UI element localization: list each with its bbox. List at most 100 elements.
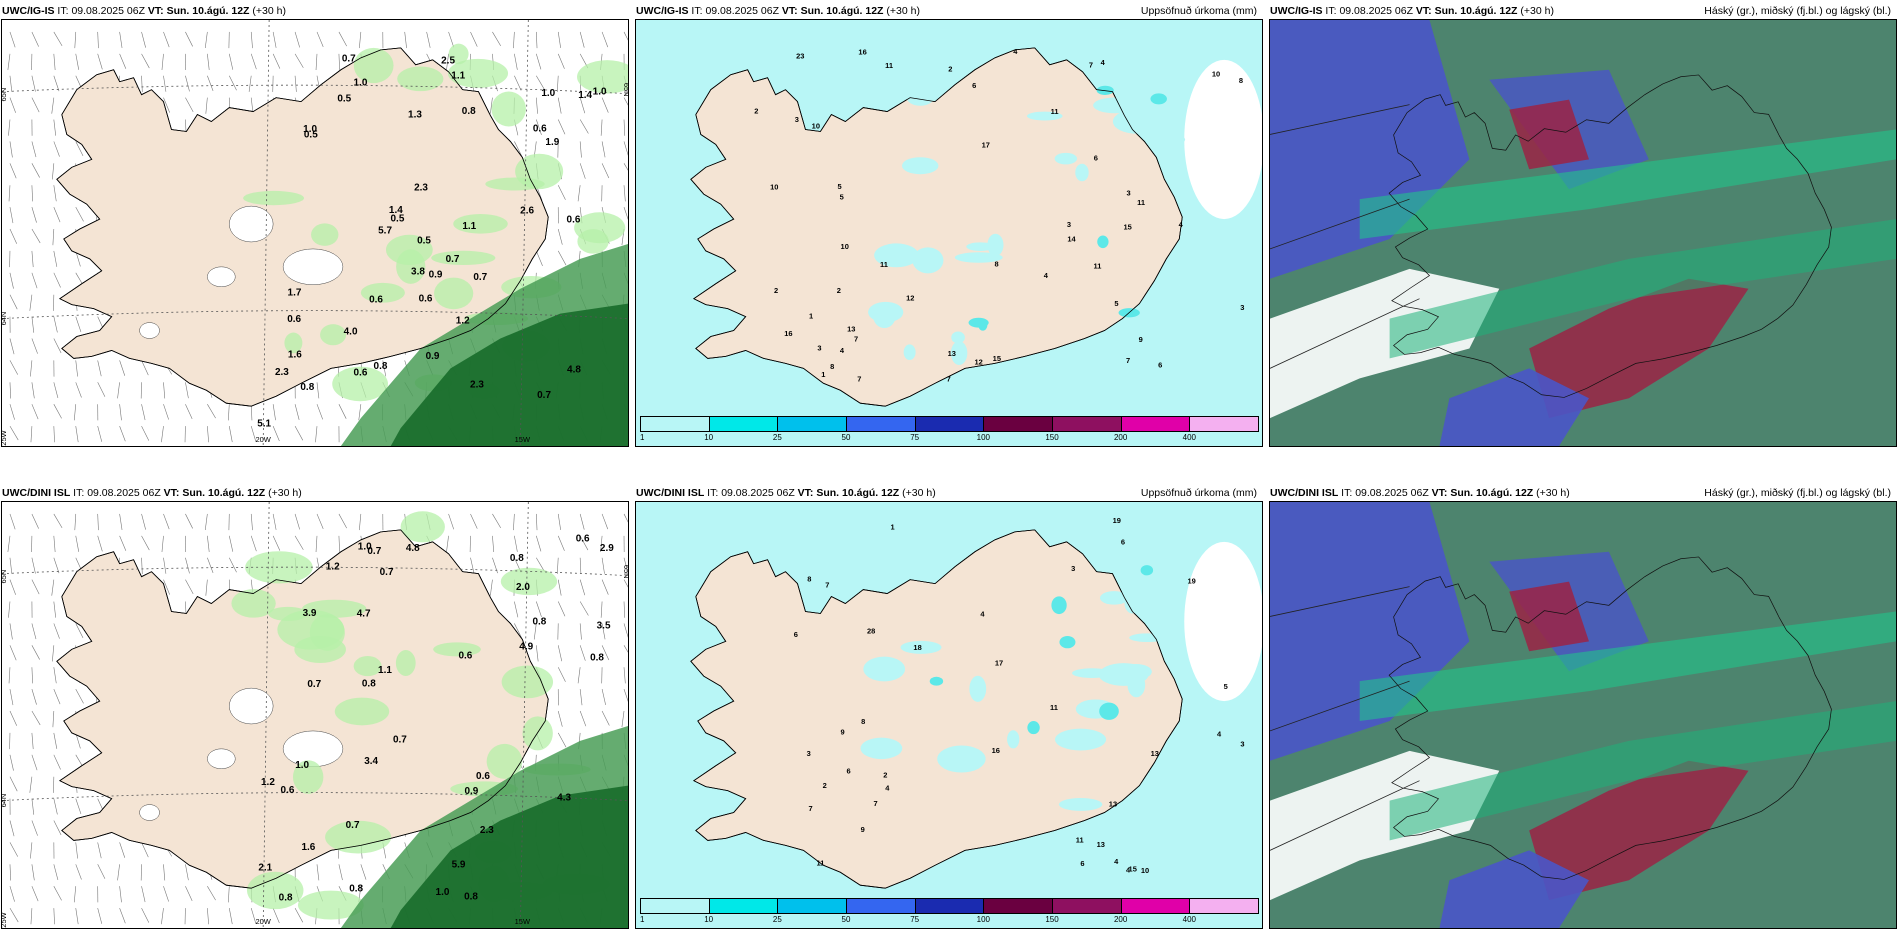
wind-barb <box>492 535 495 553</box>
precip-value-label: 4.7 <box>357 609 371 620</box>
wind-barb <box>7 53 11 70</box>
map-frame: 65N 64N 25W 65N 20W 15W 0.5 0.6 0.5 0.7 0.6 0.5 1.1 0… <box>1 19 629 447</box>
colorbar-tick-label: 10 <box>704 915 714 924</box>
precip-value-label: 0.6 <box>369 294 383 305</box>
wind-barb <box>623 667 626 684</box>
wind-barb <box>119 513 123 531</box>
wind-barb <box>207 535 210 552</box>
longitude-line <box>262 502 270 928</box>
precip-value-label: 2 <box>774 286 778 295</box>
wind-barb <box>97 908 103 924</box>
wind-barb <box>31 798 35 815</box>
wind-barb <box>75 864 82 880</box>
precip-value-label: 7 <box>1089 60 1093 69</box>
precip-patch <box>950 341 968 366</box>
precip-value-label: 6 <box>972 81 976 90</box>
precip-value-label: 9 <box>861 825 865 834</box>
precip-value-label: 1.3 <box>408 110 422 121</box>
precip-value-label: 3 <box>795 115 799 124</box>
wind-barb <box>185 886 193 902</box>
wind-barb <box>9 382 12 399</box>
precip-value-label: 7 <box>1126 356 1130 365</box>
precip-patch <box>297 890 364 920</box>
wind-barb <box>31 667 33 684</box>
wind-barb <box>338 31 347 47</box>
colorbar: 1 10 25 50 75 100 150 200 400 <box>640 416 1259 442</box>
precip-value-label: 8 <box>861 717 865 726</box>
precip-patch <box>294 635 346 663</box>
valid-time-label: VT: <box>1431 487 1448 499</box>
wind-barb <box>600 601 603 618</box>
wind-barb <box>557 97 562 114</box>
valid-time-label: VT: <box>797 487 814 499</box>
wind-barb <box>9 710 18 726</box>
valid-time-value: Sun. 10.ágú. 12Z <box>1450 487 1534 499</box>
wind-barb <box>294 53 304 68</box>
colorbar-tick-label: 1 <box>640 915 645 924</box>
wind-barb <box>141 425 150 441</box>
colorbar-swatch <box>777 898 847 914</box>
precip-value-label: 14 <box>1067 235 1076 244</box>
precip-value-label: 4 <box>1013 47 1018 56</box>
wind-barb <box>9 360 19 375</box>
precip-value-label: 5.1 <box>257 418 271 429</box>
wind-barb <box>514 53 518 70</box>
precip-value-label: 1.6 <box>301 842 315 853</box>
precip-patch <box>1140 565 1154 576</box>
wind-barb <box>207 404 216 419</box>
wind-barb <box>53 360 55 377</box>
precip-value-label: 1.0 <box>541 88 555 99</box>
wind-barb <box>294 404 300 420</box>
wind-barb <box>9 31 16 48</box>
precip-value-label: 0.7 <box>393 734 407 745</box>
model-label: UWC/IG-IS <box>636 5 689 17</box>
precip-value-label: 0.6 <box>354 368 368 379</box>
colorbar-tick-label: 150 <box>1045 433 1059 442</box>
wind-barb <box>536 119 542 135</box>
wind-barb <box>9 754 14 771</box>
precip-patch <box>969 675 987 702</box>
low-cloud-field <box>1509 99 1589 170</box>
precip-value-label: 0.9 <box>464 786 478 797</box>
precip-value-label: 15 <box>993 354 1001 363</box>
wind-barb <box>185 513 193 529</box>
wind-barb <box>73 886 77 903</box>
wind-barb <box>623 601 626 618</box>
glacier <box>229 687 274 725</box>
colorbar-swatch <box>777 416 847 432</box>
precip-value-label: 1.7 <box>288 288 302 299</box>
precip-value-label: 0.8 <box>349 883 363 894</box>
map-canvas: 3467111992823344611131617862147181115137… <box>636 502 1262 928</box>
wind-barb <box>315 426 318 443</box>
wind-barb <box>513 513 515 531</box>
init-time-value: 09.08.2025 06Z <box>1339 5 1413 17</box>
wind-barb <box>31 163 40 178</box>
precip-patch <box>231 589 276 618</box>
wind-barb <box>140 864 142 881</box>
axis-label: 65N <box>2 88 8 102</box>
high-cloud-band <box>1389 701 1896 841</box>
wind-barb <box>536 601 542 617</box>
wind-barb <box>74 31 77 49</box>
precip-patch <box>1072 668 1112 678</box>
panel-header: UWC/IG-IS IT: 09.08.2025 06Z VT: Sun. 10… <box>1270 4 1893 18</box>
wind-barb <box>31 404 39 420</box>
wind-barb <box>533 623 537 640</box>
wind-barb <box>514 141 522 157</box>
wind-barb <box>97 360 102 377</box>
init-time-label: IT: <box>1341 487 1353 499</box>
wind-barb <box>579 535 589 551</box>
precip-patch <box>1124 593 1141 614</box>
wind-barb <box>141 842 149 858</box>
precip-value-label: 7 <box>825 580 829 589</box>
init-time-value: 09.08.2025 06Z <box>71 5 145 17</box>
wind-barb <box>163 382 166 399</box>
precip-value-label: 5 <box>1224 682 1228 691</box>
wind-barb <box>426 31 431 48</box>
wind-barb <box>338 426 340 443</box>
wind-barb <box>294 75 297 92</box>
precip-value-label: 13 <box>1151 749 1159 758</box>
wind-barb <box>75 360 78 377</box>
wind-barb <box>97 404 99 421</box>
precip-value-label: 2.9 <box>600 543 614 554</box>
